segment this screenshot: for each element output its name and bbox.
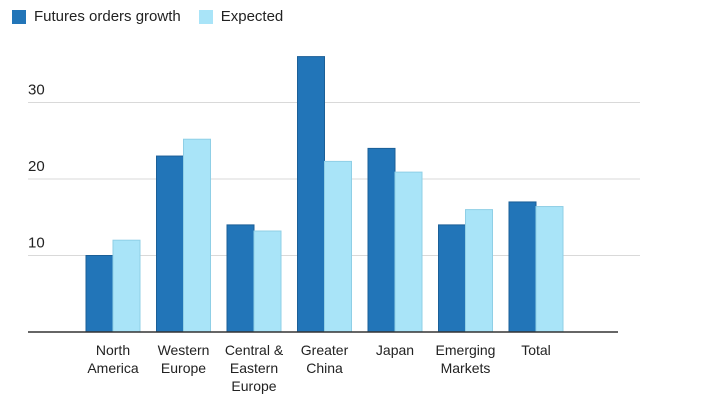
x-category-label: China (306, 360, 343, 376)
bar-expected (324, 160, 352, 333)
y-tick-label: 10 (28, 235, 45, 252)
x-category-label: Europe (231, 378, 276, 394)
bar-futures (367, 147, 396, 333)
y-tick-label: 20 (28, 158, 45, 175)
chart-legend: Futures orders growth Expected (12, 8, 283, 25)
bar-futures (156, 155, 184, 333)
legend-label-futures: Futures orders growth (34, 8, 181, 25)
bar-expected (535, 206, 564, 333)
x-category-label: Eastern (230, 360, 278, 376)
x-category-label: Emerging (436, 342, 496, 358)
x-category-label: Japan (376, 342, 414, 358)
bar-futures (297, 56, 325, 333)
x-category-label: Greater (301, 342, 349, 358)
bar-futures (438, 224, 466, 333)
x-category-label: North (96, 342, 130, 358)
legend-item-expected: Expected (198, 8, 284, 25)
legend-label-expected: Expected (220, 8, 284, 25)
x-category-label: Central & (225, 342, 284, 358)
bar-futures (85, 255, 114, 333)
bar-futures (226, 224, 255, 333)
bar-futures (508, 201, 537, 333)
bar-expected (465, 209, 493, 333)
legend-swatch-expected (198, 9, 213, 24)
bar-expected (253, 230, 282, 333)
x-category-label: Europe (161, 360, 206, 376)
x-category-label: America (87, 360, 139, 376)
legend-item-futures: Futures orders growth (12, 8, 181, 25)
y-tick-label: 30 (28, 82, 45, 99)
x-category-label: Western (158, 342, 210, 358)
bar-expected (183, 138, 211, 333)
x-category-label: Markets (441, 360, 491, 376)
bar-expected (394, 171, 423, 333)
x-category-label: Total (521, 342, 551, 358)
legend-swatch-futures (12, 9, 26, 24)
bar-expected (112, 239, 141, 333)
